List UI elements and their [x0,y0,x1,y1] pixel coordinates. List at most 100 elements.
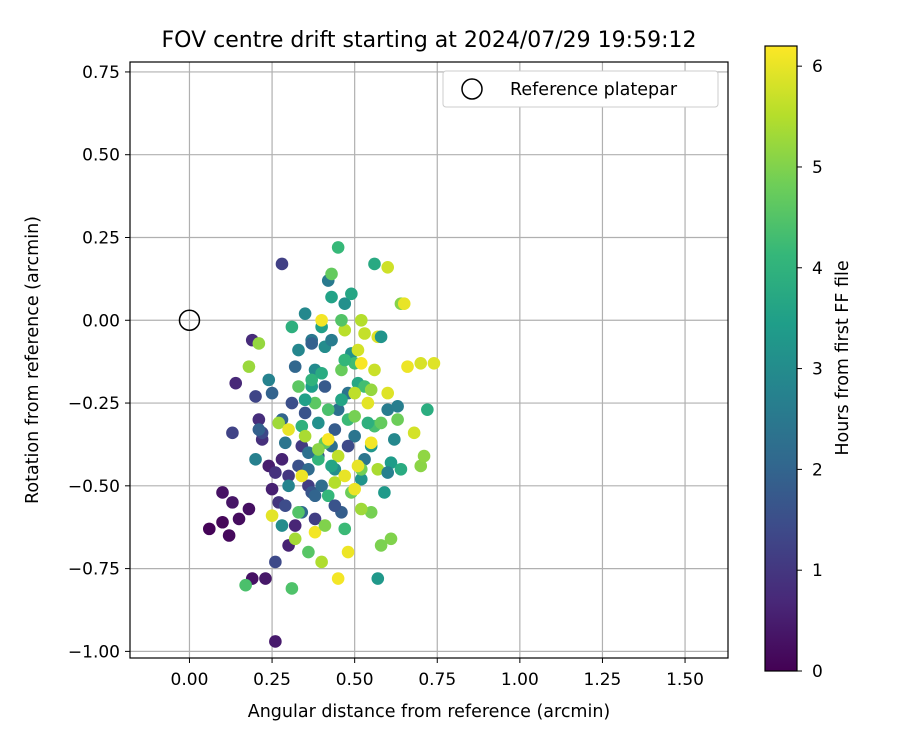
data-point [239,578,252,592]
data-point [364,383,378,397]
data-point [371,572,385,585]
data-point [345,287,358,301]
data-point [328,423,342,436]
data-point [312,416,325,430]
data-points [202,241,441,648]
y-tick-label: 0.75 [82,63,120,83]
x-tick-label: 0.25 [253,670,291,690]
data-point [282,423,295,436]
data-point [397,297,411,311]
colorbar-label: Hours from first FF file [833,260,853,455]
x-tick-label: 1.00 [501,670,539,690]
data-point [292,459,305,473]
data-point [252,423,266,436]
data-point [298,429,312,443]
data-point [361,396,375,410]
data-point [278,436,292,450]
data-point [285,320,299,334]
chart-title: FOV centre drift starting at 2024/07/29 … [162,28,697,53]
data-point [368,363,381,377]
data-point [292,380,305,393]
legend-box [442,70,719,108]
data-point [381,466,395,479]
data-point [381,403,395,416]
data-point [348,482,361,496]
data-point [242,502,256,516]
data-point [312,443,325,456]
colorbar-tick-label: 5 [812,158,823,178]
data-point [338,522,352,536]
data-point [318,380,332,393]
data-point [308,396,322,410]
data-point [351,459,365,473]
data-point [384,456,398,469]
data-point [269,635,282,648]
data-point [325,333,338,347]
data-point [272,416,285,430]
data-point [331,449,345,463]
colorbar-tick-label: 0 [812,662,823,682]
data-point [348,429,361,443]
data-point [226,426,239,440]
reference-platepar-marker [178,309,201,332]
y-axis-label: Rotation from reference (arcmin) [23,216,43,504]
data-point [341,545,355,559]
colorbar-tick-label: 2 [812,460,823,480]
data-point [328,499,342,512]
data-point [381,386,395,400]
data-point [394,462,408,476]
data-point [265,386,279,400]
y-tick-label: −0.25 [68,394,120,414]
x-tick-label: 0.00 [171,670,209,690]
data-point [269,555,282,569]
data-point [325,267,338,281]
data-point [331,241,345,254]
data-point [292,343,305,357]
data-point [348,386,361,400]
data-point [265,482,279,496]
data-point [381,260,395,274]
data-point [216,486,229,499]
data-point [285,582,299,595]
data-point [338,469,352,483]
data-point [354,313,368,327]
data-point [368,257,381,271]
y-tick-label: 0.25 [82,228,120,248]
colorbar-ticks: 0 1 2 3 4 5 6 [797,57,823,682]
data-point [305,373,319,387]
data-point [269,466,282,479]
data-point [285,396,299,410]
data-point [427,357,441,370]
data-point [275,453,289,466]
reference-marker [178,309,201,332]
data-point [417,449,431,463]
data-point [222,529,236,542]
data-point [331,403,345,416]
y-tick-label: −0.75 [68,560,120,580]
plot-frame [129,61,729,659]
data-point [351,343,365,357]
data-point [378,486,391,499]
data-point [249,390,262,403]
data-point [338,297,352,311]
data-point [414,357,428,370]
data-point [321,489,335,503]
data-point [259,572,272,585]
data-point [315,479,328,493]
data-point [292,506,305,519]
data-point [325,290,338,304]
data-point [226,496,239,509]
data-point [364,506,378,519]
data-point [318,519,332,532]
data-point [364,436,378,450]
x-axis-label: Angular distance from reference (arcmin) [248,702,611,722]
colorbar-tick-label: 6 [812,57,823,77]
data-point [421,403,434,416]
colorbar-tick-label: 1 [812,561,823,581]
data-point [202,522,216,536]
data-point [252,413,266,426]
data-point [288,532,302,546]
legend-label: Reference platepar [510,80,678,100]
data-point [325,459,338,473]
y-tick-label: 0.00 [82,311,120,331]
